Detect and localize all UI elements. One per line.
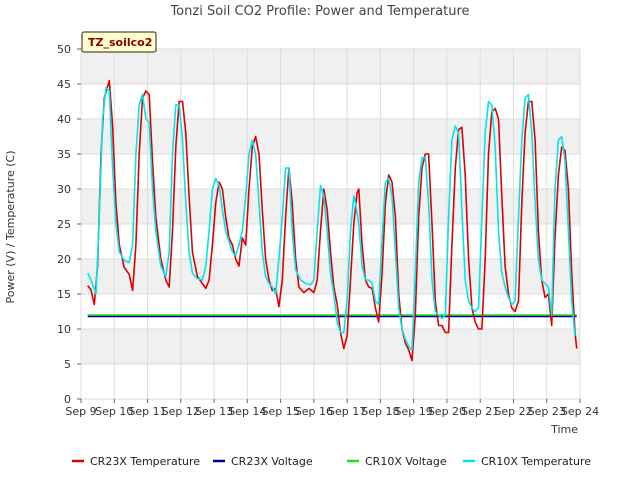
y-tick-label: 35 [57, 148, 71, 161]
series-line-cr23x-temperature [87, 79, 578, 362]
series-layer [86, 79, 578, 362]
x-tick-label: Sep 16 [295, 405, 333, 418]
site-label-background [81, 31, 157, 53]
y-axis-ticks: 0 5 10 15 20 25 30 35 40 45 50 [57, 43, 81, 406]
x-tick-label: Sep 10 [95, 405, 133, 418]
legend-label: CR10X Temperature [481, 455, 591, 468]
x-axis-title: Time [550, 423, 578, 436]
legend-label: CR10X Voltage [365, 455, 447, 468]
x-tick-label: Sep 19 [395, 405, 433, 418]
x-tick-label: Sep 23 [528, 405, 566, 418]
y-tick-label: 45 [57, 78, 71, 91]
y-tick-label: 25 [57, 218, 71, 231]
site-label-box: TZ_soilco2 [81, 31, 157, 53]
x-tick-label: Sep 9 [65, 405, 96, 418]
grid-band [81, 49, 580, 84]
grid-band [81, 119, 580, 154]
y-tick-label: 50 [57, 43, 71, 56]
legend-item: CR23X Voltage [213, 455, 313, 468]
y-tick-label: 30 [57, 183, 71, 196]
y-tick-label: 40 [57, 113, 71, 126]
y-tick-label: 20 [57, 253, 71, 266]
x-tick-label: Sep 12 [162, 405, 200, 418]
y-tick-label: 5 [64, 358, 71, 371]
x-tick-label: Sep 24 [561, 405, 599, 418]
series-line-cr10x-temperature [86, 86, 576, 351]
grid-band [81, 329, 580, 364]
y-tick-label: 10 [57, 323, 71, 336]
y-tick-label: 15 [57, 288, 71, 301]
x-tick-label: Sep 17 [328, 405, 366, 418]
chart-title: Tonzi Soil CO2 Profile: Power and Temper… [169, 4, 469, 19]
legend-label: CR23X Voltage [231, 455, 313, 468]
x-tick-label: Sep 22 [494, 405, 532, 418]
x-tick-label: Sep 18 [361, 405, 399, 418]
legend-item: CR10X Temperature [463, 455, 591, 468]
x-tick-label: Sep 21 [461, 405, 499, 418]
legend-item: CR23X Temperature [72, 455, 200, 468]
x-tick-label: Sep 11 [128, 405, 166, 418]
legend-item: CR10X Voltage [347, 455, 447, 468]
grid-lines [80, 48, 581, 400]
x-tick-label: Sep 13 [195, 405, 233, 418]
x-tick-label: Sep 15 [261, 405, 299, 418]
y-axis-title: Power (V) / Temperature (C) [4, 150, 17, 303]
y-tick-label: 0 [64, 393, 71, 406]
legend-label: CR23X Temperature [90, 455, 200, 468]
x-tick-label: Sep 20 [428, 405, 466, 418]
x-tick-label: Sep 14 [228, 405, 266, 418]
legend: CR23X Temperature CR23X Voltage CR10X Volt… [72, 455, 591, 468]
site-label: TZ_soilco2 [88, 36, 152, 49]
